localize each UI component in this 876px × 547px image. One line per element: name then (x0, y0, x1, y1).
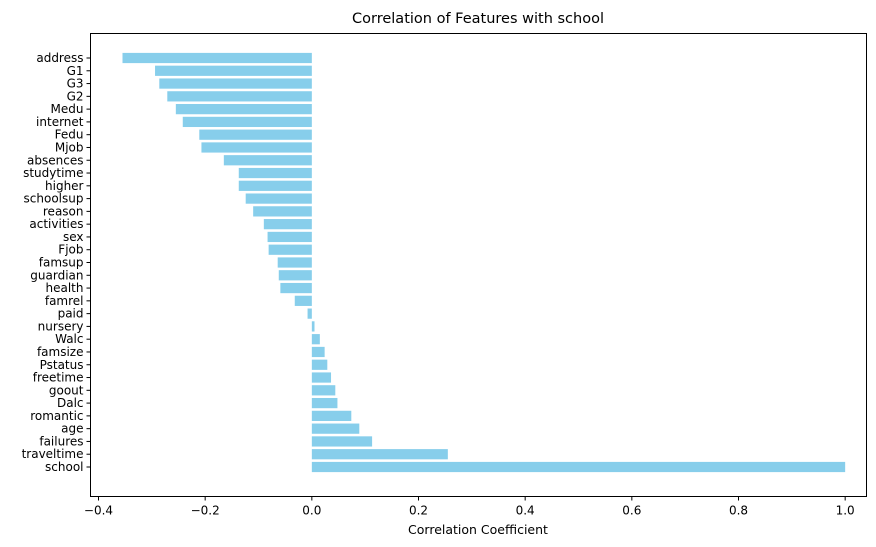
bar-health (280, 282, 312, 294)
bar-age (311, 423, 360, 434)
bar-Mjob (201, 142, 312, 153)
bar-Fedu (199, 129, 312, 140)
bar-G3 (159, 78, 312, 89)
y-tick-label-health: health (46, 281, 84, 295)
y-tick-label-Fjob: Fjob (58, 243, 83, 257)
x-tick-label: 0.6 (622, 504, 641, 518)
bar-famsup (277, 257, 312, 268)
y-tick-label-Medu: Medu (51, 102, 84, 116)
x-tick-label: −0.4 (84, 504, 113, 518)
y-tick-label-reason: reason (43, 204, 84, 218)
bar-traveltime (311, 449, 448, 460)
y-tick-label-famsize: famsize (37, 345, 84, 359)
y-tick-label-Pstatus: Pstatus (40, 358, 84, 372)
bar-higher (238, 180, 312, 191)
bar-failures (311, 436, 373, 447)
x-tick-label: 0.0 (302, 504, 321, 518)
x-tick-label: 0.8 (729, 504, 748, 518)
y-tick-label-nursery: nursery (38, 319, 84, 333)
y-tick-label-sex: sex (63, 230, 84, 244)
bar-reason (253, 206, 312, 217)
y-tick-label-Dalc: Dalc (57, 396, 84, 410)
y-tick-label-goout: goout (49, 383, 84, 397)
bar-Walc (311, 334, 320, 345)
y-tick-label-address: address (36, 51, 83, 65)
y-tick-label-studytime: studytime (23, 166, 83, 180)
bar-absences (223, 155, 312, 166)
bar-schoolsup (245, 193, 312, 204)
bar-goout (311, 385, 336, 396)
y-tick-label-Walc: Walc (55, 332, 83, 346)
bar-internet (182, 116, 312, 128)
y-tick-label-freetime: freetime (33, 371, 84, 385)
y-tick-label-G3: G3 (67, 77, 84, 91)
y-tick-label-school: school (45, 460, 83, 474)
bar-Fjob (268, 244, 312, 255)
y-tick-label-absences: absences (27, 153, 83, 167)
x-tick-label: 0.4 (516, 504, 535, 518)
bar-sex (267, 231, 312, 243)
y-tick-label-traveltime: traveltime (22, 447, 84, 461)
y-tick-label-activities: activities (29, 217, 83, 231)
x-tick-label: −0.2 (191, 504, 220, 518)
bar-famsize (311, 346, 325, 358)
y-tick-label-age: age (61, 422, 83, 436)
chart-title: Correlation of Features with school (352, 11, 604, 27)
y-tick-label-G2: G2 (67, 89, 84, 103)
bar-school (311, 461, 846, 473)
y-tick-label-internet: internet (36, 115, 84, 129)
bar-freetime (311, 372, 332, 383)
ticks-layer: addressG1G3G2MeduinternetFeduMjobabsence… (22, 51, 855, 518)
bars-layer (122, 52, 846, 473)
y-tick-label-Mjob: Mjob (55, 140, 84, 154)
bar-G1 (155, 65, 312, 76)
y-tick-label-higher: higher (45, 179, 84, 193)
plot-frame (90, 33, 867, 497)
bar-nursery (311, 321, 315, 332)
y-tick-label-romantic: romantic (30, 409, 83, 423)
y-tick-label-famrel: famrel (45, 294, 84, 308)
y-tick-label-failures: failures (39, 434, 83, 448)
y-tick-label-Fedu: Fedu (55, 128, 84, 142)
y-tick-label-paid: paid (58, 307, 84, 321)
bar-address (122, 52, 312, 64)
y-tick-label-schoolsup: schoolsup (24, 192, 84, 206)
bar-famrel (294, 295, 312, 306)
y-tick-label-famsup: famsup (39, 256, 84, 270)
x-tick-label: 1.0 (836, 504, 855, 518)
bar-G2 (167, 91, 312, 102)
bar-activities (263, 219, 312, 230)
bar-Medu (175, 104, 312, 115)
y-tick-label-guardian: guardian (30, 268, 83, 282)
bar-Dalc (311, 397, 338, 409)
bar-guardian (278, 270, 312, 281)
x-axis-label: Correlation Coefficient (408, 522, 548, 537)
y-tick-label-G1: G1 (67, 64, 84, 78)
bar-paid (307, 308, 312, 319)
bar-studytime (238, 167, 312, 179)
bar-Pstatus (311, 359, 328, 370)
x-tick-label: 0.2 (409, 504, 428, 518)
bar-romantic (311, 410, 352, 421)
